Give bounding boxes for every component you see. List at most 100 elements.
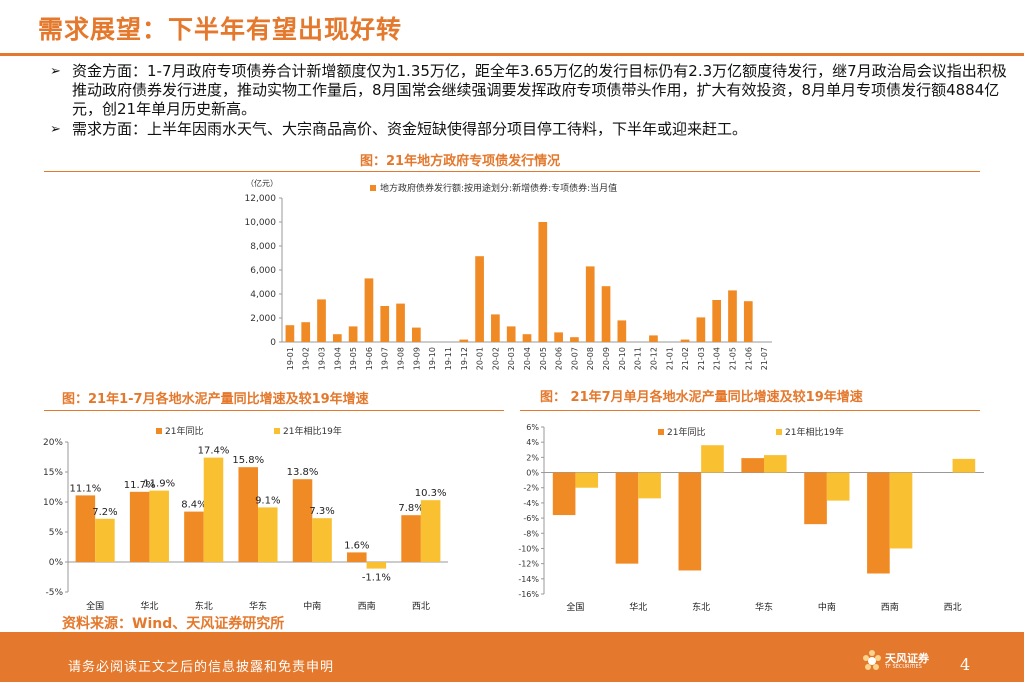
x-tick-label: 21-01 xyxy=(665,347,674,370)
y-tick-label: -14% xyxy=(518,575,539,584)
data-label: 13.8% xyxy=(287,467,319,478)
bar-20-01 xyxy=(475,256,484,342)
bar-全国-2 xyxy=(95,518,115,562)
x-tick-label: 19-11 xyxy=(444,347,453,370)
x-tick-label: 20-01 xyxy=(476,347,485,370)
bar-西南-2 xyxy=(889,472,913,549)
legend-swatch xyxy=(274,428,280,434)
x-tick-label: 21-02 xyxy=(681,347,690,370)
bar-19-07 xyxy=(380,306,390,342)
data-label: 7.2% xyxy=(92,507,117,518)
bar-21-02 xyxy=(680,339,690,342)
x-category-label: 西北 xyxy=(412,601,430,612)
bullet-text: 需求方面：上半年因雨水天气、大宗商品高价、资金短缺使得部分项目停工待料，下半年或… xyxy=(72,120,748,138)
y-tick-label: 8,000 xyxy=(250,242,276,252)
bar-19-02 xyxy=(301,322,311,342)
y-tick-label: -4% xyxy=(523,499,539,508)
y-tick-label: -8% xyxy=(523,529,539,538)
bar-20-02 xyxy=(491,314,500,342)
x-tick-label: 20-06 xyxy=(555,347,564,370)
y-tick-label: 6% xyxy=(526,423,539,432)
y-tick-label: -12% xyxy=(518,560,539,569)
x-category-label: 华东 xyxy=(755,601,773,613)
bar-21-04 xyxy=(712,300,722,342)
data-label: 11.1% xyxy=(69,483,101,494)
x-tick-label: 19-05 xyxy=(349,347,358,370)
bar-19-05 xyxy=(348,326,358,342)
y-tick-label: 4,000 xyxy=(250,290,276,300)
data-label: -1.1% xyxy=(362,573,391,584)
bar-20-06 xyxy=(554,332,563,342)
bar-21-03 xyxy=(696,317,706,342)
y-tick-label: 0% xyxy=(526,469,539,478)
y-tick-label: 10,000 xyxy=(245,218,277,228)
bar-华东-1 xyxy=(741,458,764,473)
x-category-label: 西北 xyxy=(944,602,962,613)
y-tick-label: -10% xyxy=(518,544,539,553)
bullet-demand: ➢ 需求方面：上半年因雨水天气、大宗商品高价、资金短缺使得部分项目停工待料，下半… xyxy=(50,120,1010,139)
bar-华东-2 xyxy=(764,455,787,473)
y-tick-label: 15% xyxy=(43,468,63,478)
legend-swatch xyxy=(658,429,664,435)
x-tick-label: 19-09 xyxy=(412,347,421,370)
x-category-label: 西南 xyxy=(881,601,899,613)
bar-东北-2 xyxy=(203,457,224,562)
chart-special-bond-issuance: 0 2,000 4,000 6,000 8,000 10,000 12,000 （亿元） 19-… xyxy=(245,178,772,370)
data-label: 9.1% xyxy=(255,495,280,506)
legend-label: 21年相比19年 xyxy=(785,426,844,438)
arrow-bullet-icon: ➢ xyxy=(50,64,61,79)
x-category-label: 华北 xyxy=(629,601,647,613)
bar-中南-2 xyxy=(312,518,332,562)
bar-19-01 xyxy=(285,325,295,342)
bullet-list: ➢ 资金方面：1-7月政府专项债券合计新增额度仅为1.35万亿，距全年3.65万… xyxy=(50,62,1010,140)
y-tick-label: 6,000 xyxy=(250,266,276,276)
x-tick-label: 20-11 xyxy=(634,347,643,370)
data-label: 8.4% xyxy=(181,500,206,511)
x-tick-label: 21-03 xyxy=(697,347,706,370)
x-tick-label: 21-07 xyxy=(760,347,769,370)
y-tick-label: 0% xyxy=(49,558,64,568)
legend-swatch xyxy=(776,429,782,435)
bar-19-08 xyxy=(396,303,405,342)
title-divider xyxy=(0,53,1024,56)
bar-19-03 xyxy=(317,299,326,342)
x-tick-label: 20-09 xyxy=(602,347,611,370)
x-tick-label: 21-06 xyxy=(744,347,753,370)
chart2-title: 图：21年1-7月各地水泥产量同比增速及较19年增速 xyxy=(62,392,369,407)
chart3-title: 图： 21年7月单月各地水泥产量同比增速及较19年增速 xyxy=(540,390,863,405)
bullet-text: 资金方面：1-7月政府专项债券合计新增额度仅为1.35万亿，距全年3.65万亿的… xyxy=(72,62,1007,118)
x-tick-label: 19-04 xyxy=(333,347,342,370)
x-tick-label: 20-10 xyxy=(618,347,627,370)
data-label: 7.3% xyxy=(309,506,334,517)
bar-华北-1 xyxy=(129,491,150,562)
source-note: 资料来源：Wind、天风证券研究所 xyxy=(62,616,285,632)
data-label: 15.8% xyxy=(232,455,264,466)
x-tick-label: 20-04 xyxy=(523,347,532,370)
data-label: 10.3% xyxy=(415,488,447,499)
logo-subtitle: TF SECURITIES xyxy=(885,664,922,670)
x-category-label: 全国 xyxy=(86,600,104,612)
bar-20-04 xyxy=(522,334,532,342)
bar-东北-2 xyxy=(701,445,724,473)
bar-20-07 xyxy=(570,337,579,342)
x-category-label: 华东 xyxy=(249,600,267,612)
chart-cement-july: -16% -14% -12% -10% -8% -6% -4% -2% 0% 2% 4% 6% 全国 华北… xyxy=(518,423,984,613)
bar-全国-2 xyxy=(575,472,599,488)
chart1-title: 图：21年地方政府专项债发行情况 xyxy=(360,154,561,169)
bar-19-09 xyxy=(412,327,421,342)
page-number: 4 xyxy=(960,655,971,674)
x-tick-label: 19-03 xyxy=(318,347,327,370)
bar-21-06 xyxy=(743,301,753,342)
legend-swatch xyxy=(370,185,376,191)
bar-东北-1 xyxy=(678,472,702,571)
legend-label: 21年同比 xyxy=(667,426,705,438)
x-category-label: 东北 xyxy=(195,600,213,612)
x-tick-label: 19-10 xyxy=(428,347,437,370)
chart2-rule xyxy=(44,410,504,411)
x-category-label: 西南 xyxy=(358,600,376,612)
unit-label: （亿元） xyxy=(246,178,278,188)
bar-西北-2 xyxy=(420,500,441,562)
bar-20-03 xyxy=(506,326,516,342)
y-tick-label: 0 xyxy=(270,338,276,348)
chart3-rule xyxy=(520,410,980,411)
